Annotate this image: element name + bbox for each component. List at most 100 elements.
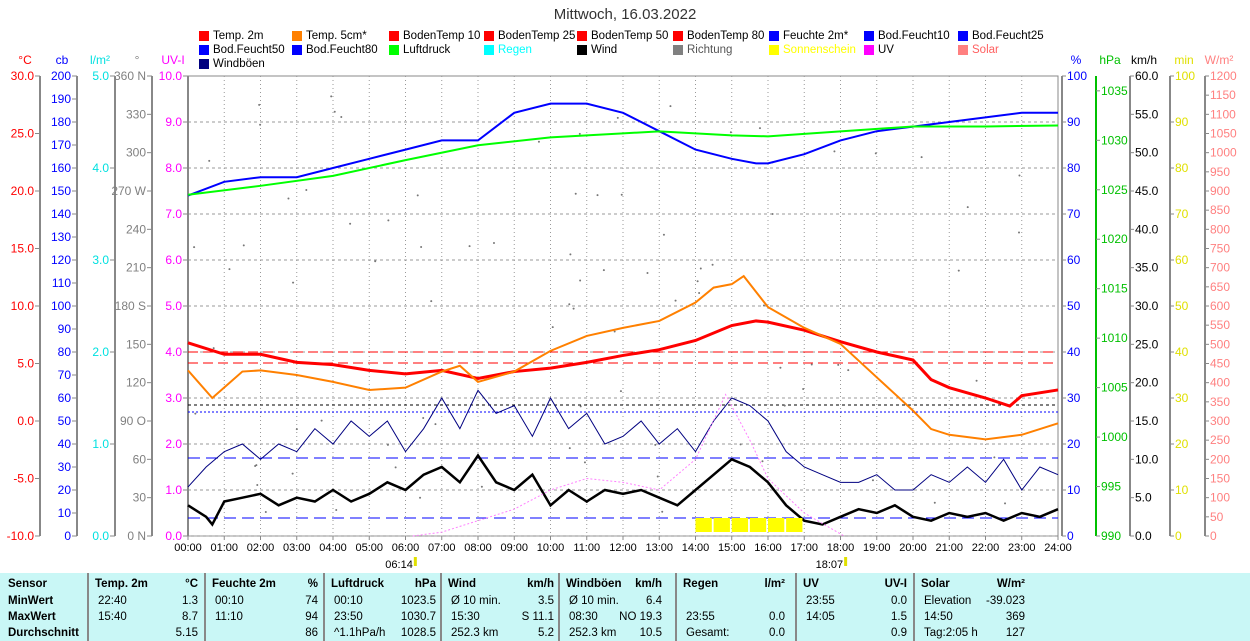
axis-tick-label: 60 — [1175, 253, 1189, 267]
table-cell: 15:30 — [451, 611, 480, 623]
series-line-temp-5cm- — [187, 274, 1059, 441]
axis-tick-label: 100 — [51, 299, 71, 313]
legend-label: Bod.Feucht50 — [213, 44, 285, 56]
axis-tick-label: 150 — [126, 337, 146, 351]
column-divider — [87, 573, 89, 641]
wind-direction-dot — [374, 260, 377, 263]
wind-direction-dot — [620, 193, 623, 196]
table-header: Regen — [683, 578, 719, 590]
axis-tick-label: 50 — [58, 414, 72, 428]
legend-swatch — [292, 31, 302, 41]
axis-unit-label: °C — [18, 53, 32, 67]
legend-label: Luftdruck — [403, 44, 451, 56]
table-cell-value: 5.2 — [538, 627, 554, 639]
wind-direction-dot — [212, 347, 215, 350]
axis-tick-label: 5.0 — [92, 69, 109, 83]
x-tick-label: 04:00 — [319, 542, 347, 554]
table-cell-value: 10.5 — [639, 627, 662, 639]
table-cell: 14:05 — [806, 611, 835, 623]
legend-swatch — [864, 31, 874, 41]
axis-tick-label: 90 — [58, 322, 72, 336]
wind-direction-dot — [578, 132, 581, 135]
wind-direction-dot — [330, 95, 333, 98]
axis-tick-label: 20 — [1067, 437, 1081, 451]
legend-label: BodenTemp 50 — [591, 30, 669, 42]
legend-swatch — [292, 45, 302, 55]
table-cell: 15:40 — [98, 611, 127, 623]
table-header-unit: km/h — [527, 578, 554, 590]
legend-label: Bod.Feucht25 — [972, 30, 1044, 42]
wind-direction-dot — [569, 253, 572, 256]
axis-tick-label: 70 — [1175, 207, 1189, 221]
axis-tick-label: 400 — [1210, 376, 1230, 390]
table-cell: 252.3 km — [451, 627, 499, 639]
x-tick-label: 24:00 — [1044, 542, 1072, 554]
wind-direction-dot — [613, 330, 616, 333]
axis-tick-label: 0.0 — [17, 414, 34, 428]
x-tick-label: 21:00 — [935, 542, 963, 554]
axis-tick-label: 500 — [1210, 337, 1230, 351]
table-header-unit: km/h — [635, 578, 662, 590]
axis-tick-label: 30.0 — [1135, 299, 1159, 313]
x-tick-label: 00:00 — [174, 542, 202, 554]
table-cell-value: 1.5 — [891, 611, 907, 623]
table-cell-value: 74 — [305, 595, 318, 607]
column-divider — [558, 573, 560, 641]
legend-item: BodenTemp 10 — [389, 30, 480, 42]
axis-tick-label: 0.0 — [92, 529, 109, 543]
legend-swatch — [577, 31, 587, 41]
table-cell-value: S 11.1 — [521, 611, 554, 623]
chart-title: Mittwoch, 16.03.2022 — [553, 6, 697, 23]
x-tick-label: 05:00 — [355, 542, 383, 554]
x-tick-label: 20:00 — [899, 542, 927, 554]
wind-direction-dot — [920, 156, 923, 159]
axis-unit-label: % — [1071, 53, 1082, 67]
wind-direction-dot — [662, 233, 665, 236]
table-header-unit: UV-I — [884, 578, 907, 590]
legend-label: Richtung — [687, 44, 733, 56]
wind-direction-dot — [646, 272, 649, 275]
wind-direction-dot — [729, 131, 732, 134]
table-cell-value: 5.15 — [175, 627, 198, 639]
table-cell: Elevation — [924, 595, 972, 607]
wind-direction-dot — [333, 110, 336, 113]
wind-direction-dot — [619, 390, 622, 393]
x-tick-label: 22:00 — [972, 542, 1000, 554]
column-divider — [795, 573, 797, 641]
legend-swatch — [389, 31, 399, 41]
axis-unit-label: hPa — [1099, 53, 1121, 67]
wind-direction-dot — [416, 194, 419, 197]
legend-item: Temp. 2m — [199, 30, 264, 42]
table-cell: ^1.1hPa/h — [334, 627, 386, 639]
axis-tick-label: 100 — [1067, 69, 1087, 83]
x-tick-label: 11:00 — [573, 542, 600, 554]
axis-tick-label: 995 — [1101, 480, 1121, 494]
series-line-temp-2m — [187, 319, 1059, 408]
legend-swatch — [577, 45, 587, 55]
legend-item: BodenTemp 25 — [484, 30, 575, 42]
axis-tick-label: 50 — [1067, 299, 1081, 313]
axis-tick-label: 3.0 — [92, 253, 109, 267]
wind-direction-dot — [993, 456, 996, 459]
wind-direction-dot — [386, 443, 389, 446]
wind-direction-dot — [420, 245, 423, 248]
wind-direction-dot — [194, 412, 197, 415]
table-cell: Ø 10 min. — [451, 595, 501, 607]
x-tick-label: 07:00 — [428, 542, 456, 554]
axis-tick-label: 50.0 — [1135, 146, 1159, 160]
wind-direction-dot — [419, 496, 422, 499]
wind-direction-dot — [674, 299, 677, 302]
axis-tick-label: 70 — [58, 368, 72, 382]
axis-tick-label: 10.0 — [11, 299, 35, 313]
axis-tick-label: 30 — [1175, 391, 1189, 405]
table-cell: Ø 10 min. — [569, 595, 619, 607]
legend-swatch — [769, 45, 779, 55]
axis-tick-label: 130 — [51, 230, 71, 244]
wind-direction-dot — [874, 152, 877, 155]
table-cell-value: 1.3 — [182, 595, 198, 607]
axis-tick-label: 1000 — [1210, 146, 1237, 160]
x-tick-label: 08:00 — [464, 542, 492, 554]
wind-direction-dot — [228, 268, 231, 271]
axis-tick-label: 100 — [1175, 69, 1195, 83]
wind-direction-dot — [596, 194, 599, 197]
